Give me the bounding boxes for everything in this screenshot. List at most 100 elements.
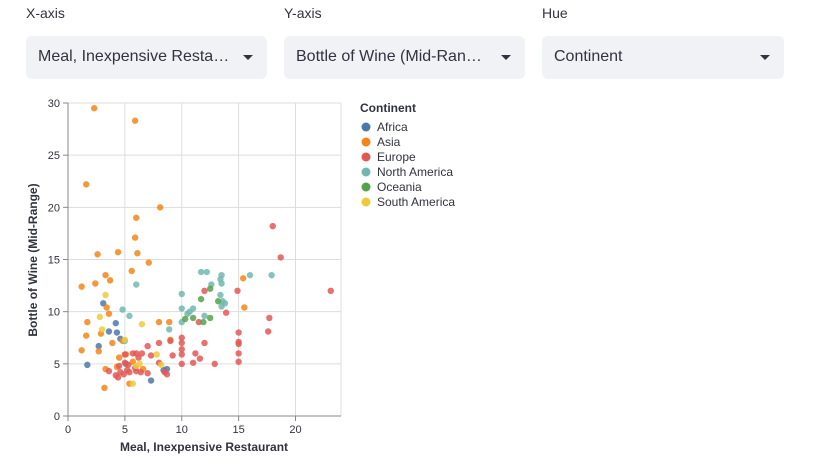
data-point: [201, 287, 208, 294]
data-point: [102, 291, 109, 299]
data-point: [106, 277, 114, 284]
data-point: [115, 362, 123, 370]
y-axis-selected-value: Bottle of Wine (Mid-Ran…: [296, 48, 482, 65]
data-point: [197, 268, 205, 276]
data-point: [128, 267, 135, 275]
legend-label: North America: [377, 165, 453, 179]
data-point: [201, 339, 208, 347]
data-point: [186, 308, 193, 315]
legend-swatch: [361, 197, 371, 207]
data-point: [137, 368, 144, 376]
data-point: [145, 259, 152, 266]
data-point: [277, 254, 284, 261]
hue-select[interactable]: Continent: [542, 36, 784, 79]
data-point: [178, 360, 185, 368]
data-point: [126, 368, 133, 376]
data-point: [158, 361, 165, 369]
data-point: [178, 334, 185, 341]
data-point: [181, 315, 189, 323]
data-point: [98, 326, 106, 333]
data-point: [218, 280, 225, 287]
y-tick-label: 10: [48, 307, 60, 319]
chevron-down-icon[interactable]: [243, 55, 253, 60]
data-point: [103, 304, 110, 311]
data-point: [189, 359, 197, 366]
data-point: [234, 287, 241, 294]
data-point: [133, 281, 140, 288]
axes: 0 5 10 15 20 0 5 10 15 20 25 30: [48, 98, 341, 436]
x-axis-title: Meal, Inexpensive Restaurant: [120, 440, 288, 454]
data-point: [90, 105, 98, 112]
series-asia: [78, 105, 248, 392]
x-axis-selected-value: Meal, Inexpensive Resta…: [38, 48, 230, 65]
data-point: [115, 354, 123, 361]
y-axis-label: Y-axis: [284, 5, 322, 21]
data-point: [105, 310, 113, 317]
legend-label: Africa: [377, 120, 408, 134]
data-point: [235, 340, 242, 348]
data-point: [163, 371, 171, 378]
data-point: [92, 280, 99, 287]
data-point: [203, 268, 210, 276]
data-point: [265, 328, 272, 335]
legend-label: Asia: [377, 135, 401, 149]
data-point: [268, 271, 275, 279]
data-point: [241, 304, 248, 311]
x-tick-label: 15: [233, 424, 245, 436]
data-point: [105, 328, 113, 335]
data-point: [167, 337, 174, 345]
y-tick-label: 0: [54, 411, 60, 423]
x-tick-label: 0: [65, 424, 71, 436]
data-point: [200, 318, 207, 326]
data-point: [114, 374, 122, 381]
y-tick-label: 30: [48, 98, 60, 110]
data-point: [135, 354, 142, 361]
data-point: [119, 306, 126, 313]
chevron-down-icon[interactable]: [760, 55, 770, 60]
data-point: [113, 329, 121, 336]
hue-label: Hue: [542, 5, 568, 21]
y-tick-label: 25: [48, 150, 60, 162]
data-point: [129, 350, 137, 357]
data-point: [96, 313, 104, 321]
data-point: [206, 314, 214, 322]
series-north-america: [119, 268, 275, 345]
x-tick-label: 5: [122, 424, 128, 436]
data-point: [147, 377, 155, 384]
data-point: [84, 361, 91, 369]
y-axis-title: Bottle of Wine (Mid-Range): [26, 183, 40, 336]
data-point: [129, 380, 137, 387]
hue-selected-value: Continent: [554, 48, 623, 65]
data-point: [178, 290, 185, 298]
data-point: [235, 358, 242, 365]
data-point: [327, 287, 334, 294]
data-point: [155, 318, 163, 326]
data-point: [155, 339, 163, 347]
data-point: [195, 318, 203, 326]
data-point: [217, 291, 224, 299]
data-point: [94, 251, 101, 258]
y-axis-select[interactable]: Bottle of Wine (Mid-Ran…: [284, 36, 525, 79]
y-tick-label: 20: [48, 202, 60, 214]
legend-label: Europe: [377, 150, 416, 164]
data-point: [121, 351, 129, 358]
data-point: [125, 361, 132, 369]
legend-swatch: [361, 152, 371, 162]
x-axis-select[interactable]: Meal, Inexpensive Resta…: [26, 36, 267, 79]
legend-swatch: [361, 182, 371, 192]
data-point: [211, 360, 218, 368]
data-point: [178, 346, 185, 353]
data-point: [78, 283, 85, 290]
data-point: [153, 351, 160, 358]
data-point: [189, 314, 197, 322]
data-point: [144, 342, 151, 350]
data-point: [235, 329, 242, 336]
data-point: [197, 295, 205, 303]
data-point: [83, 181, 90, 188]
data-point: [95, 342, 102, 350]
data-point: [134, 250, 141, 257]
legend-swatch: [361, 122, 371, 132]
chevron-down-icon[interactable]: [501, 55, 511, 60]
data-point: [133, 362, 140, 370]
